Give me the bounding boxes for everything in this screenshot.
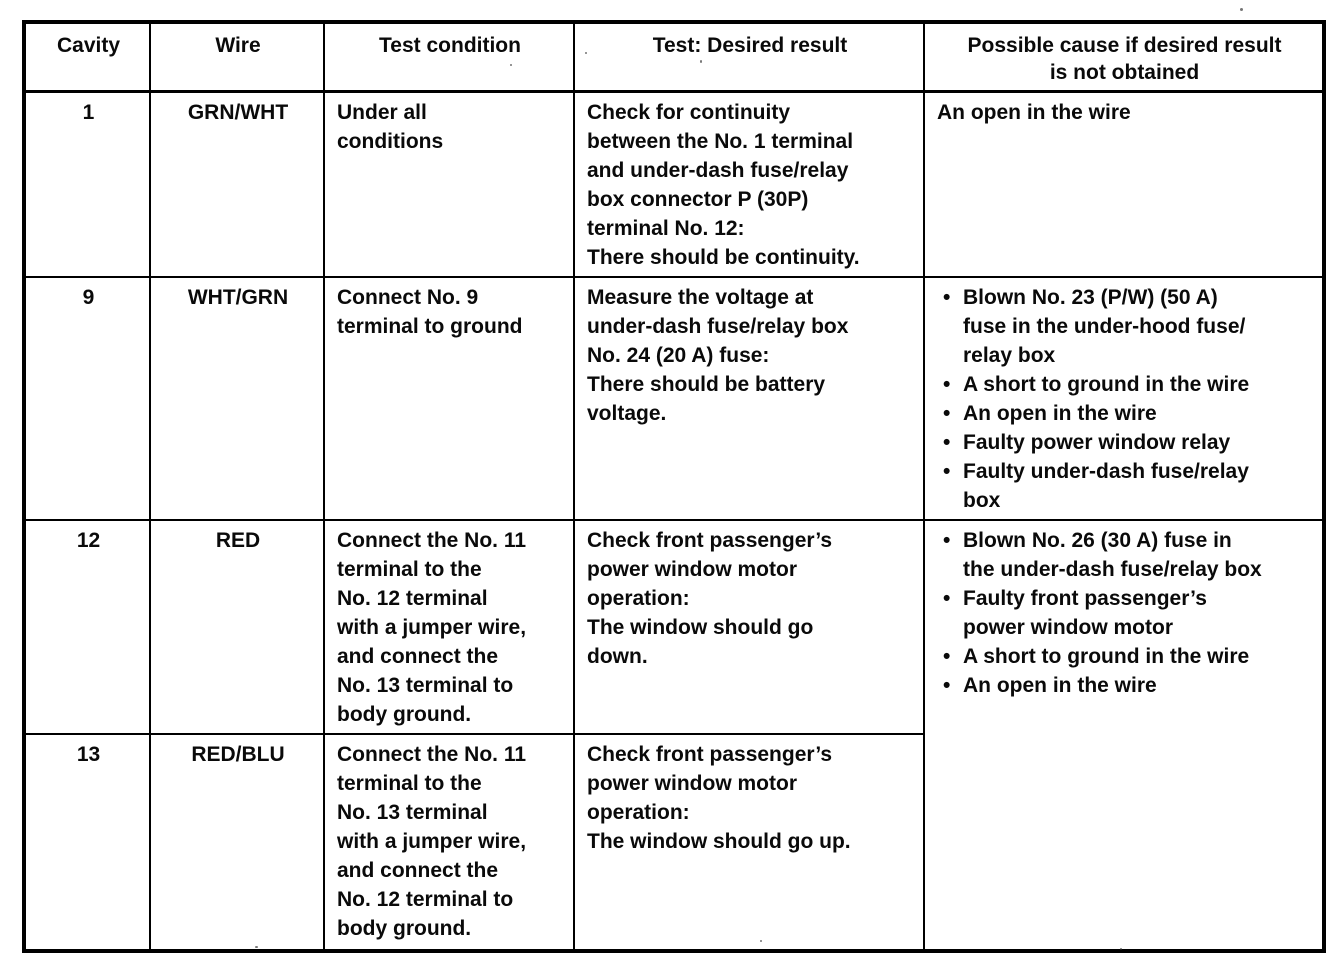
scan-speck <box>510 64 512 66</box>
table-header-row: Cavity Wire Test condition Test: Desired… <box>23 21 1325 93</box>
cause-item: A short to ground in the wire <box>941 642 1312 671</box>
scan-speck <box>1120 948 1122 950</box>
result-cell: Check front passenger’s power window mot… <box>573 519 925 735</box>
condition-cell: Connect the No. 11 terminal to the No. 1… <box>323 733 575 952</box>
cause-cell-merged: Blown No. 26 (30 A) fuse in the under-da… <box>923 519 1325 952</box>
condition-cell: Under all conditions <box>323 90 575 278</box>
troubleshooting-table: Cavity Wire Test condition Test: Desired… <box>22 20 1326 953</box>
cavity-cell: 9 <box>23 276 151 521</box>
header-wire: Wire <box>149 21 325 93</box>
cause-item: Faulty under-dash fuse/relay box <box>941 457 1312 515</box>
table-row-cavity-13: 13 RED/BLU Connect the No. 11 terminal t… <box>23 733 1324 952</box>
wire-cell: RED/BLU <box>149 733 325 952</box>
wire-cell: RED <box>149 519 325 735</box>
table-row-cavity-12: 12 RED Connect the No. 11 terminal to th… <box>23 519 1325 952</box>
cause-cell: Blown No. 23 (P/W) (50 A) fuse in the un… <box>923 276 1325 521</box>
result-cell: Measure the voltage at under-dash fuse/r… <box>573 276 925 521</box>
table-row-cavity-1: 1 GRN/WHT Under all conditions Check for… <box>23 90 1325 278</box>
scan-speck <box>1240 8 1243 11</box>
cause-item: Faulty front passenger’s power window mo… <box>941 584 1312 642</box>
scan-speck <box>760 940 762 942</box>
cause-item: Blown No. 23 (P/W) (50 A) fuse in the un… <box>941 283 1312 370</box>
condition-cell: Connect the No. 11 terminal to the No. 1… <box>323 519 575 735</box>
header-cavity: Cavity <box>23 21 151 93</box>
scan-speck <box>700 60 702 63</box>
cause-item: An open in the wire <box>941 671 1312 700</box>
wire-cell: GRN/WHT <box>149 90 325 278</box>
result-cell: Check front passenger’s power window mot… <box>573 733 925 952</box>
scan-speck <box>255 946 258 948</box>
table-row-cavity-9: 9 WHT/GRN Connect No. 9 terminal to grou… <box>23 276 1325 521</box>
condition-cell: Connect No. 9 terminal to ground <box>323 276 575 521</box>
cause-cell: An open in the wire <box>923 90 1325 278</box>
header-desired-result: Test: Desired result <box>573 21 925 93</box>
cavity-cell: 13 <box>23 733 151 952</box>
result-cell: Check for continuity between the No. 1 t… <box>573 90 925 278</box>
cavity-cell: 12 <box>23 519 151 735</box>
cause-item: Blown No. 26 (30 A) fuse in the under-da… <box>941 526 1312 584</box>
scan-speck <box>585 52 587 54</box>
header-possible-cause: Possible cause if desired result is not … <box>923 21 1325 93</box>
wire-cell: WHT/GRN <box>149 276 325 521</box>
cause-item: A short to ground in the wire <box>941 370 1312 399</box>
cause-item: Faulty power window relay <box>941 428 1312 457</box>
cause-item: An open in the wire <box>941 399 1312 428</box>
cavity-cell: 1 <box>23 90 151 278</box>
header-test-condition: Test condition <box>323 21 575 93</box>
